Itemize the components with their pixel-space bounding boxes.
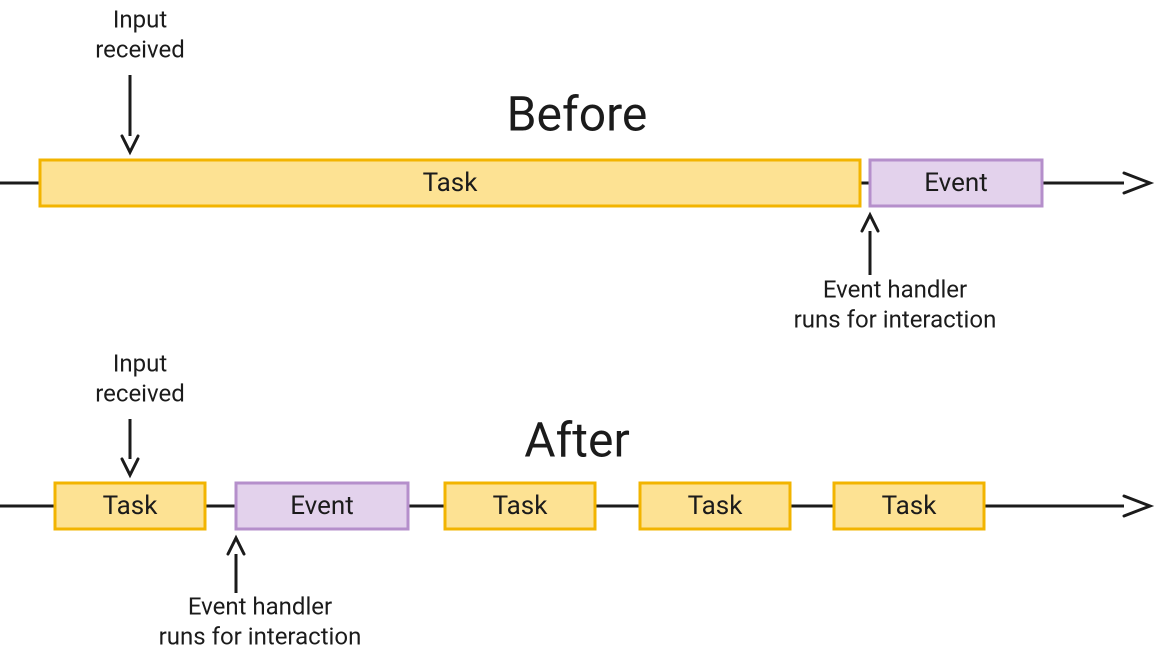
after-task-label: Task xyxy=(882,491,938,521)
after-event-handler-label: Event handler xyxy=(188,593,332,621)
before-event-label: Event xyxy=(924,168,988,198)
diagram-svg: BeforeTaskEventInputreceivedEvent handle… xyxy=(0,0,1155,647)
after-task-label: Task xyxy=(688,491,744,521)
before-task-label: Task xyxy=(423,168,479,198)
after-input-received-label: Input xyxy=(113,350,167,378)
after-event-label: Event xyxy=(290,491,354,521)
after-event-handler-label: runs for interaction xyxy=(159,623,362,647)
after-title: After xyxy=(524,412,629,469)
after-task-label: Task xyxy=(103,491,159,521)
diagram-root: BeforeTaskEventInputreceivedEvent handle… xyxy=(0,0,1155,647)
before-input-received-label: received xyxy=(95,36,185,64)
after-input-received-label: received xyxy=(95,380,185,408)
after-task-label: Task xyxy=(493,491,549,521)
before-title: Before xyxy=(507,86,648,143)
before-event-handler-label: runs for interaction xyxy=(794,306,997,334)
before-event-handler-label: Event handler xyxy=(823,276,967,304)
before-input-received-label: Input xyxy=(113,6,167,34)
